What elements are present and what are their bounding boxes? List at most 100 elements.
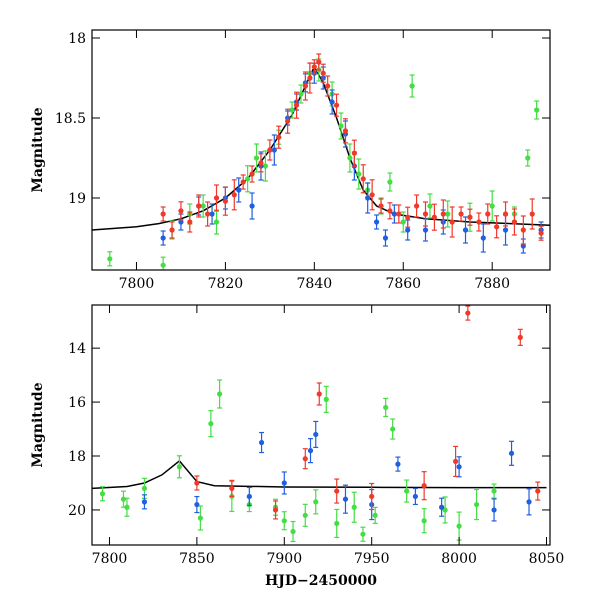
data-point-green [313,489,319,515]
data-point-green [383,397,389,418]
data-point-red [320,63,326,83]
y-tick-label: 14 [68,341,86,357]
data-point-green [99,486,106,502]
data-point-green [197,505,203,531]
data-point-green [302,503,308,527]
data-point-red [169,221,175,239]
data-point-blue [439,497,445,517]
data-point-blue [526,488,532,516]
bottom-panel: 7800 7850 7900 7950 8000 8050 14 16 18 20 Magnitud… [30,304,565,589]
x-tick-label: 7800 [92,551,128,567]
y-tick-label: 18.5 [55,111,86,127]
data-point-red [535,481,541,501]
data-point-red [342,118,349,144]
data-point-green [372,506,378,524]
data-point-green [360,526,366,542]
data-point-red [178,201,184,221]
data-point-red [187,211,193,233]
data-point-red [302,71,309,101]
data-point-blue [271,134,277,166]
data-point-red [351,139,357,167]
data-point-green [473,488,480,521]
data-point-green [176,455,183,479]
data-point-blue [480,223,486,253]
data-point-red [529,198,535,230]
data-point-green [107,251,113,267]
data-point-green [421,508,427,534]
data-point-green [323,385,329,413]
data-point-green [217,379,223,409]
data-point-red [494,215,500,239]
data-point-blue [160,230,166,246]
x-tick-label: 7820 [208,276,244,292]
data-point-red [229,479,235,497]
x-tick-label: 7840 [297,276,333,292]
data-point-red [293,91,300,119]
data-point-green [160,256,166,270]
data-point-red [453,445,459,478]
data-point-blue [194,495,200,514]
data-point-red [369,179,375,211]
data-point-red [414,194,420,218]
x-tick-label: 7800 [119,276,155,292]
data-point-green [409,74,415,98]
top-panel: 7800 7820 7840 7860 7880 18 18.5 19 Magnitude [30,29,551,292]
data-point-green [390,418,396,440]
data-point-red [316,53,322,71]
data-point-red [307,62,313,94]
data-point-red [405,206,411,228]
data-point-red [517,328,523,346]
data-point-red [449,206,455,238]
y-axis-title: Magnitude [30,107,46,192]
y-tick-label: 16 [68,395,86,411]
data-point-red [231,179,237,211]
data-point-green [120,490,127,508]
x-tick-label: 7850 [179,551,215,567]
data-point-red [249,165,255,183]
data-point-red [334,478,340,504]
data-point-blue [281,471,287,495]
data-point-red [476,212,482,232]
data-point-red [325,75,331,97]
data-point-green [334,508,340,539]
data-point-blue [508,440,515,466]
x-tick-label: 7860 [385,276,421,292]
data-point-green [289,101,295,119]
y-tick-label: 20 [68,503,86,519]
data-point-green [200,194,206,218]
data-point-green [351,491,357,523]
data-point-red [538,225,544,241]
data-point-blue [365,182,371,214]
data-point-blue [209,203,215,225]
data-point-blue [391,204,397,224]
data-point-green [456,511,462,541]
data-point-green [281,511,287,531]
data-point-green [124,497,130,517]
data-point-green [347,143,353,173]
data-point-red [502,201,509,227]
data-point-green [338,112,344,140]
data-point-red [465,305,471,321]
data-point-green [525,149,531,167]
data-point-green [404,479,410,503]
data-point-red [431,203,437,231]
data-point-red [421,471,427,501]
data-point-red [196,194,202,218]
x-tick-label: 8050 [529,551,565,567]
data-point-green [356,158,362,190]
data-point-red [316,382,322,406]
x-tick-label: 7900 [266,551,302,567]
data-point-blue [342,484,349,514]
data-point-red [311,59,317,75]
data-point-green [253,143,260,173]
data-point-red [267,139,273,161]
data-point-green [213,209,220,235]
data-point-red [302,448,308,470]
data-point-red [440,199,446,229]
y-tick-label: 18 [68,449,86,465]
data-point-blue [236,177,242,203]
y-tick-label: 18 [68,31,86,47]
data-point-blue [258,431,265,454]
y-tick-label: 19 [68,191,86,207]
data-point-blue [395,456,401,472]
